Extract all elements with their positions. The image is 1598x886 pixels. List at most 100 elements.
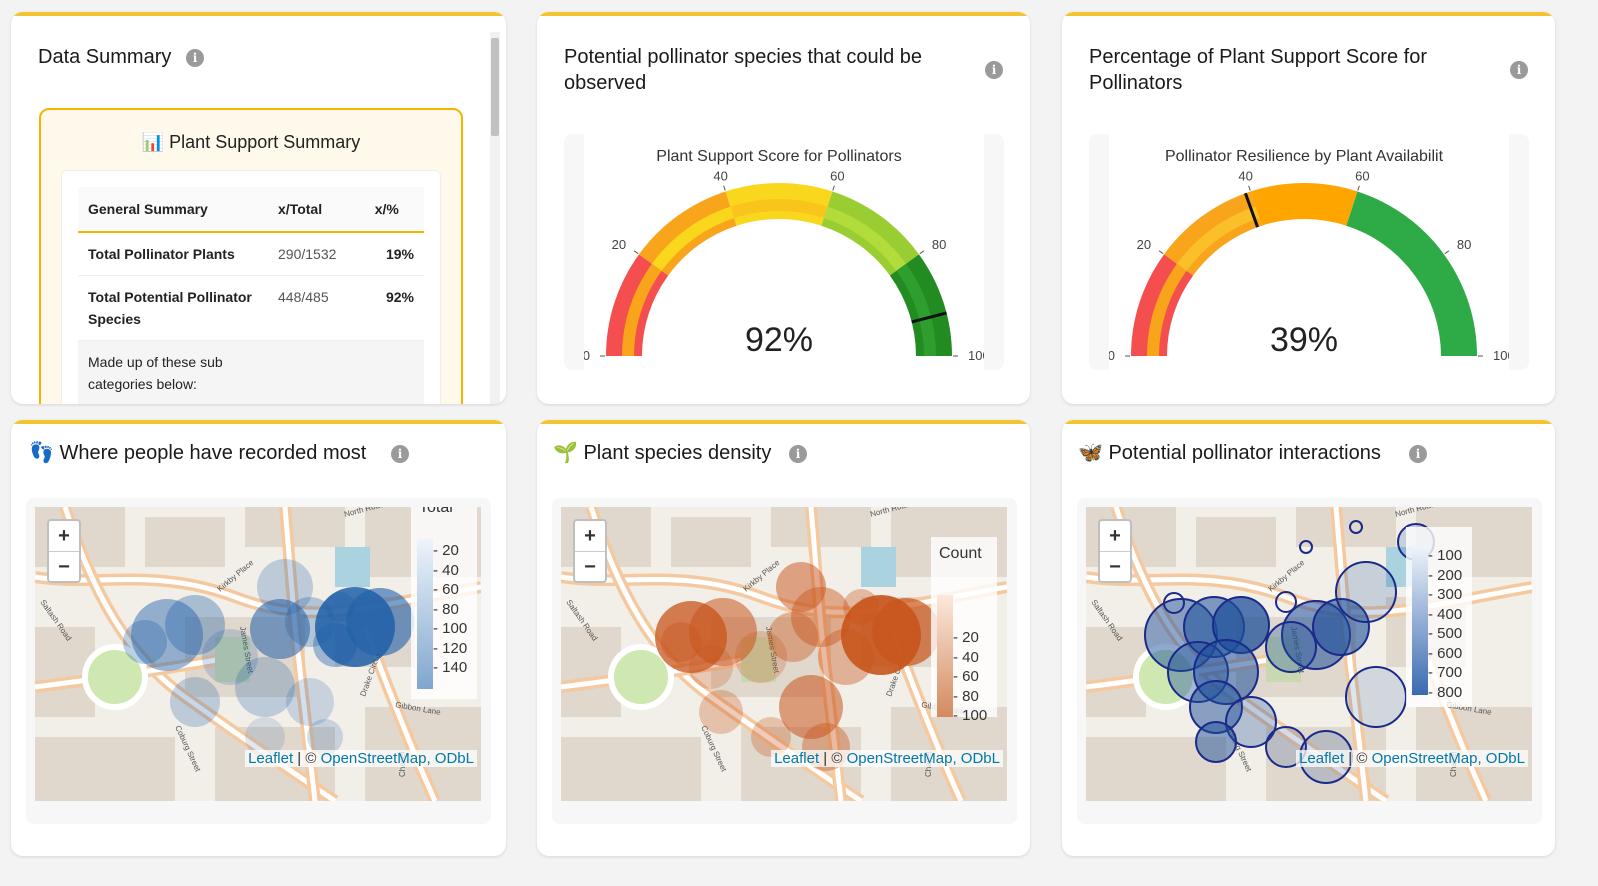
zoom-in-button[interactable]: + — [49, 521, 79, 552]
gauge-container: Plant Support Score for Pollinators 0 20 4… — [564, 134, 1004, 370]
table-header: x/% — [364, 187, 424, 233]
gauge-band — [1250, 183, 1358, 226]
zoom-out-button[interactable]: − — [584, 556, 596, 578]
street-label: North Road — [343, 507, 385, 519]
legend-title: Total — [419, 507, 453, 516]
map-attribution: Leaflet | © OpenStreetMap, ODbL — [1296, 750, 1528, 767]
gauge-tick-label: 0 — [1109, 348, 1115, 363]
leaflet-link[interactable]: Leaflet — [774, 750, 820, 767]
gauge-tick — [832, 185, 835, 191]
row-value: 290/1532 — [268, 232, 365, 276]
osm-link[interactable]: OpenStreetMap, ODbL — [1371, 750, 1525, 767]
row-label: Total Pollinator Plants — [78, 232, 268, 276]
info-icon[interactable]: i — [391, 445, 409, 463]
row-percent: 92% — [364, 275, 424, 341]
legend-colorbar — [937, 595, 953, 717]
leaflet-link[interactable]: Leaflet — [248, 750, 294, 767]
density-circle — [735, 631, 787, 683]
attribution-separator: | © — [1344, 750, 1372, 767]
gauge-tick-label: 40 — [713, 168, 727, 183]
gauge-chart: Plant Support Score for Pollinators 0 20 4… — [584, 134, 984, 370]
plant-density-title-text: Plant species density — [583, 442, 772, 464]
density-circle — [689, 645, 733, 689]
row-label: Total Potential Pollinator Species — [78, 275, 268, 341]
pollinator-species-title: Potential pollinator species that could … — [564, 46, 923, 94]
density-circle — [791, 587, 851, 647]
leaflet-link[interactable]: Leaflet — [1299, 750, 1345, 767]
street-label: North Road — [1394, 507, 1436, 519]
legend-tick: - 500 — [1428, 625, 1463, 642]
map-legend: Total - 20 - 40 - 60 - 80 - 100 - 120 - 140 — [411, 507, 477, 699]
gauge-tick — [1357, 185, 1360, 191]
density-circle — [250, 599, 310, 659]
zoom-out-button[interactable]: − — [1109, 556, 1121, 578]
plant-support-summary-box: 📊 Plant Support Summary General Summary … — [39, 108, 463, 404]
gauge-needle — [1243, 192, 1260, 228]
gauge-inner-band — [622, 263, 662, 356]
osm-link[interactable]: OpenStreetMap, ODbL — [846, 750, 1000, 767]
gauge-tick-label: 0 — [584, 348, 590, 363]
legend-tick: - 600 — [1428, 644, 1463, 662]
gauge-container: Pollinator Resilience by Plant Availabil… — [1089, 134, 1529, 370]
density-circle — [1299, 540, 1313, 554]
row-value — [268, 340, 365, 404]
table-row: Total Pollinator Plants 290/1532 19% — [78, 232, 424, 276]
density-circle — [779, 675, 843, 739]
density-circle — [1195, 721, 1237, 763]
zoom-out-button[interactable]: − — [58, 556, 70, 578]
scrollbar-thumb[interactable] — [491, 38, 499, 136]
plant-density-card: 🌱 Plant species density i North Road Salt… — [537, 420, 1030, 856]
gauge-tick — [919, 250, 925, 255]
zoom-in-button[interactable]: + — [1100, 521, 1130, 552]
summary-table: General Summary x/Total x/% Total Pollin… — [78, 187, 424, 404]
density-circle — [751, 717, 791, 757]
info-icon[interactable]: i — [1510, 61, 1528, 79]
row-percent — [364, 340, 424, 404]
legend-tick: - 80 — [953, 687, 979, 705]
density-circle — [1349, 520, 1363, 534]
street-label: Coburg Street — [173, 724, 203, 774]
density-circle — [689, 598, 757, 666]
pollinator-interactions-title-text: Potential pollinator interactions — [1108, 442, 1381, 464]
density-circle — [202, 629, 258, 685]
density-circle — [131, 599, 203, 671]
info-icon[interactable]: i — [1409, 445, 1427, 463]
info-icon[interactable]: i — [789, 445, 807, 463]
gauge-inner-band — [1147, 263, 1187, 356]
gauge-title: Plant Support Score for Pollinators — [656, 148, 901, 165]
gauge-inner-band — [1176, 206, 1260, 271]
gauge-tick-label: 60 — [830, 168, 844, 183]
scrollbar[interactable] — [490, 32, 500, 404]
density-circle — [1265, 621, 1317, 673]
gauge-inner-band — [896, 263, 936, 356]
map-container: North Road Saltash Road Kirkby Place Coburg… — [1077, 498, 1542, 824]
gauge-tick-label: 80 — [1457, 237, 1471, 252]
recorded-most-card: 👣 Where people have recorded most i Nort… — [11, 420, 506, 856]
data-summary-card: Data Summary i 📊 Plant Support Summary G… — [11, 12, 506, 404]
legend-tick: - 800 — [1428, 683, 1463, 701]
legend-tick: - 60 — [953, 668, 979, 685]
density-circle — [1265, 726, 1307, 768]
legend-tick: - 20 — [433, 542, 459, 559]
butterfly-icon: 🦋 — [1078, 442, 1103, 464]
leaflet-map[interactable]: North Road Saltash Road Kirkby Place Coburg… — [561, 507, 1007, 801]
leaflet-map[interactable]: North Road Saltash Road Kirkby Place Coburg… — [35, 507, 481, 801]
legend-tick: - 120 — [433, 639, 468, 657]
density-circle — [661, 622, 701, 662]
gauge-inner-band — [651, 206, 735, 271]
info-icon[interactable]: i — [985, 61, 1003, 79]
plant-density-title: 🌱 Plant species density — [553, 440, 771, 466]
legend-tick: - 700 — [1428, 664, 1463, 681]
info-icon[interactable]: i — [186, 49, 204, 67]
row-value: 448/485 — [268, 275, 365, 341]
table-row: Made up of these sub categories below: — [78, 340, 424, 404]
legend-tick: - 40 — [433, 561, 459, 579]
density-circle — [346, 588, 414, 656]
map-container: North Road Saltash Road Kirkby Place Coburg… — [552, 498, 1017, 824]
osm-link[interactable]: OpenStreetMap, ODbL — [320, 750, 474, 767]
leaflet-map[interactable]: North Road Saltash Road Kirkby Place Coburg… — [1086, 507, 1532, 801]
density-circle — [165, 595, 225, 655]
gauge-tick-label: 20 — [612, 237, 626, 252]
zoom-in-button[interactable]: + — [575, 521, 605, 552]
